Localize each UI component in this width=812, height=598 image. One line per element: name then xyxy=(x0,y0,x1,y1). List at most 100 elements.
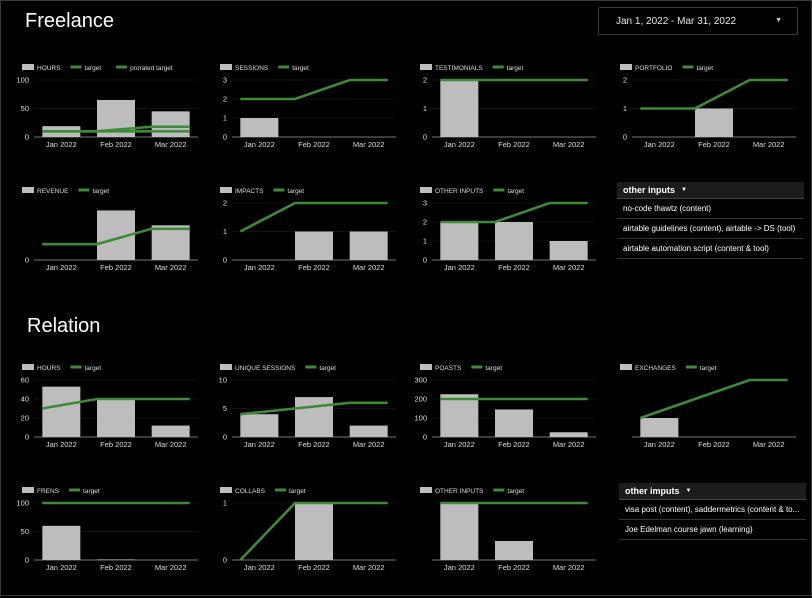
chart-relation-collabs[interactable]: COLLABS target 0 1 Jan 2022 Feb 2022 Mar 2022 xyxy=(206,483,402,598)
chart-freelance-sessions[interactable]: SESSIONS target 0 1 2 3 Jan 2022 Feb 2022 Mar 20… xyxy=(206,60,402,175)
bar xyxy=(240,118,279,137)
bar xyxy=(440,80,479,137)
y-tick-label: 0 xyxy=(25,556,29,565)
chart-freelance-impacts[interactable]: IMPACTS target 0 1 2 Jan 2022 Feb 2022 Mar 2022 xyxy=(206,183,402,298)
bar xyxy=(349,425,388,437)
y-tick-label: 5 xyxy=(223,404,227,413)
section-title-relation: Relation xyxy=(27,315,101,337)
y-tick-label: 1 xyxy=(623,104,627,113)
x-tick-label: Feb 2022 xyxy=(298,440,330,449)
bar xyxy=(440,503,479,560)
chart-relation-hours[interactable]: HOURS target 0 20 40 60 Jan 2022 Feb 2022 Mar 20… xyxy=(8,360,204,475)
table-row: airtable guidelines (content), airtable … xyxy=(617,219,804,239)
y-tick-label: 20 xyxy=(21,414,29,423)
y-tick-label: 1 xyxy=(423,237,427,246)
bar xyxy=(97,399,135,437)
bar xyxy=(440,222,479,260)
legend-swatch-bar xyxy=(220,187,232,193)
table-header[interactable]: other inputs ▼ xyxy=(617,182,804,199)
chart-svg: FRENS target 0 50 100 Jan 2022 Feb 2022 Mar 202… xyxy=(16,487,198,572)
chart-relation-exchanges[interactable]: EXCHANGES target Jan 2022 Feb 2022 Mar 2022 xyxy=(606,360,802,475)
y-tick-label: 0 xyxy=(25,433,29,442)
chart-relation-other-inputs[interactable]: OTHER INPUTS target Jan 2022 Feb 2022 Mar 20… xyxy=(406,483,602,598)
legend-label: target xyxy=(84,365,101,372)
legend-swatch-bar xyxy=(420,364,432,370)
x-tick-label: Jan 2022 xyxy=(644,440,675,449)
bar xyxy=(549,241,588,260)
x-tick-label: Jan 2022 xyxy=(444,140,475,149)
legend-label: IMPACTS xyxy=(235,188,264,195)
bar xyxy=(151,225,190,260)
x-tick-label: Mar 2022 xyxy=(553,263,585,272)
table-row: airtable automation script (content & to… xyxy=(617,239,804,259)
chart-freelance-other-inputs[interactable]: OTHER INPUTS target 0 1 2 3 Jan 2022 Feb 2022 Ma… xyxy=(406,183,602,298)
y-tick-label: 200 xyxy=(414,395,427,404)
section-title-freelance: Freelance xyxy=(25,10,114,32)
chart-svg: UNIQUE SESSIONS target 0 5 10 Jan 2022 Feb 202… xyxy=(219,364,396,449)
y-tick-label: 0 xyxy=(423,433,427,442)
sort-down-icon[interactable]: ▼ xyxy=(681,187,687,193)
bar xyxy=(240,414,279,437)
legend-label: OTHER INPUTS xyxy=(435,188,484,195)
chart-svg: IMPACTS target 0 1 2 Jan 2022 Feb 2022 Mar 2022 xyxy=(220,187,396,272)
legend-swatch-bar xyxy=(620,364,632,370)
x-tick-label: Mar 2022 xyxy=(155,140,187,149)
legend-swatch-bar xyxy=(22,64,34,70)
y-tick-label: 2 xyxy=(623,76,627,85)
x-tick-label: Feb 2022 xyxy=(298,263,330,272)
bar xyxy=(151,425,190,437)
x-tick-label: Feb 2022 xyxy=(498,563,530,572)
legend-swatch-bar xyxy=(22,487,34,493)
x-tick-label: Feb 2022 xyxy=(298,563,330,572)
x-tick-label: Mar 2022 xyxy=(353,563,385,572)
bar xyxy=(295,231,333,260)
y-tick-label: 0 xyxy=(423,256,427,265)
y-tick-label: 0 xyxy=(423,133,427,142)
chart-freelance-portfolio[interactable]: PORTFOLIO target 0 1 2 Jan 2022 Feb 2022 Mar 20… xyxy=(606,60,802,175)
target-line xyxy=(640,78,788,110)
y-tick-label: 2 xyxy=(423,76,427,85)
chart-relation-unique-sessions[interactable]: UNIQUE SESSIONS target 0 5 10 Jan 2022 Feb 202… xyxy=(206,360,402,475)
x-tick-label: Jan 2022 xyxy=(244,563,275,572)
legend-swatch-bar xyxy=(220,364,232,370)
chart-freelance-revenue[interactable]: REVENUE target 0 Jan 2022 Feb 2022 Mar 2022 xyxy=(8,183,204,298)
chart-relation-poasts[interactable]: POASTS target 0 100 200 300 Jan 2022 Feb 2022 Ma… xyxy=(406,360,602,475)
chart-freelance-testimonials[interactable]: TESTIMONIALS target 0 1 2 Jan 2022 Feb 2022 Mar… xyxy=(406,60,602,175)
x-tick-label: Mar 2022 xyxy=(353,440,385,449)
x-tick-label: Jan 2022 xyxy=(46,440,77,449)
legend-swatch-bar xyxy=(22,187,34,193)
table-header[interactable]: other imputs ▼ xyxy=(619,483,806,500)
date-range-picker[interactable]: Jan 1, 2022 - Mar 31, 2022 ▼ xyxy=(598,7,798,35)
legend-label: target xyxy=(289,488,306,495)
chevron-down-icon: ▼ xyxy=(775,17,782,24)
chart-svg: SESSIONS target 0 1 2 3 Jan 2022 Feb 2022 Mar 20… xyxy=(220,64,396,149)
bar xyxy=(440,394,479,437)
x-tick-label: Mar 2022 xyxy=(155,440,187,449)
legend-label: target xyxy=(92,188,109,195)
chart-freelance-hours[interactable]: HOURS target prorated target 0 50 100 Jan 2022… xyxy=(8,60,204,175)
table-header-label: other imputs xyxy=(625,486,680,496)
y-tick-label: 0 xyxy=(223,133,227,142)
chart-svg: POASTS target 0 100 200 300 Jan 2022 Feb 2022 Ma… xyxy=(414,364,596,449)
y-tick-label: 300 xyxy=(414,376,427,385)
sort-down-icon[interactable]: ▼ xyxy=(685,488,692,494)
x-tick-label: Mar 2022 xyxy=(353,263,385,272)
legend-swatch-bar xyxy=(420,64,432,70)
y-tick-label: 2 xyxy=(423,218,427,227)
legend-label: POASTS xyxy=(435,365,462,372)
bar xyxy=(97,559,135,560)
legend-label: SESSIONS xyxy=(235,65,269,72)
y-tick-label: 100 xyxy=(16,499,29,508)
x-tick-label: Feb 2022 xyxy=(100,563,132,572)
chart-svg: OTHER INPUTS target 0 1 2 3 Jan 2022 Feb 2022 Ma… xyxy=(420,187,596,272)
chart-relation-frens[interactable]: FRENS target 0 50 100 Jan 2022 Feb 2022 Mar 202… xyxy=(8,483,204,598)
chart-svg: TESTIMONIALS target 0 1 2 Jan 2022 Feb 2022 Mar… xyxy=(420,64,596,149)
x-tick-label: Jan 2022 xyxy=(46,140,77,149)
chart-svg: PORTFOLIO target 0 1 2 Jan 2022 Feb 2022 Mar 20… xyxy=(620,64,796,149)
x-tick-label: Jan 2022 xyxy=(444,263,475,272)
legend-swatch-bar xyxy=(420,187,432,193)
x-tick-label: Mar 2022 xyxy=(553,563,585,572)
bar xyxy=(495,222,533,260)
legend-label: target xyxy=(83,488,100,495)
x-tick-label: Mar 2022 xyxy=(753,440,785,449)
